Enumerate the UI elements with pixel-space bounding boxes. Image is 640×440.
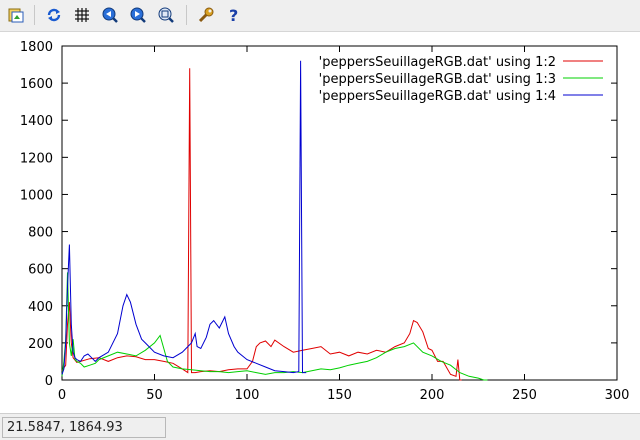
series-line-3 bbox=[61, 60, 307, 375]
grid-icon[interactable] bbox=[70, 3, 94, 27]
y-tick-label: 1600 bbox=[20, 77, 53, 92]
y-tick-label: 1800 bbox=[20, 40, 53, 55]
y-tick-label: 0 bbox=[45, 374, 53, 389]
x-tick-label: 250 bbox=[512, 388, 537, 403]
y-tick-label: 400 bbox=[28, 300, 53, 315]
x-tick-label: 200 bbox=[420, 388, 445, 403]
series-line-2 bbox=[61, 272, 488, 381]
chart: 0 50 100 150 200 250 300 0 200 400 600 800 1000 1200 1… bbox=[20, 40, 630, 403]
legend-label: 'peppersSeuillageRGB.dat' using 1:3 bbox=[319, 72, 556, 87]
series-line-1 bbox=[61, 68, 462, 381]
export-icon[interactable] bbox=[4, 3, 28, 27]
zoom-previous-icon[interactable] bbox=[98, 3, 122, 27]
zoom-next-icon[interactable] bbox=[126, 3, 150, 27]
x-tick-label: 300 bbox=[605, 388, 630, 403]
legend-label: 'peppersSeuillageRGB.dat' using 1:2 bbox=[319, 55, 556, 70]
y-tick-label: 1400 bbox=[20, 114, 53, 129]
coordinate-readout: 21.5847, 1864.93 bbox=[2, 417, 166, 438]
x-tick-label: 50 bbox=[146, 388, 163, 403]
x-tick-label: 100 bbox=[235, 388, 260, 403]
statusbar: 21.5847, 1864.93 bbox=[0, 413, 640, 440]
svg-text:?: ? bbox=[229, 6, 238, 24]
y-tick-label: 1200 bbox=[20, 151, 53, 166]
options-icon[interactable] bbox=[194, 3, 218, 27]
y-tick-label: 600 bbox=[28, 263, 53, 278]
legend-label: 'peppersSeuillageRGB.dat' using 1:4 bbox=[319, 89, 556, 104]
help-icon[interactable]: ? bbox=[222, 3, 246, 27]
y-tick-label: 200 bbox=[28, 337, 53, 352]
toolbar: ? bbox=[0, 0, 640, 32]
y-tick-label: 1000 bbox=[20, 188, 53, 203]
replot-icon[interactable] bbox=[42, 3, 66, 27]
x-tick-label: 150 bbox=[327, 388, 352, 403]
y-tick-label: 800 bbox=[28, 226, 53, 241]
autoscale-icon[interactable] bbox=[154, 3, 178, 27]
plot-area[interactable]: 0 50 100 150 200 250 300 0 200 400 600 800 1000 1200 1… bbox=[0, 32, 640, 413]
x-tick-label: 0 bbox=[58, 388, 66, 403]
